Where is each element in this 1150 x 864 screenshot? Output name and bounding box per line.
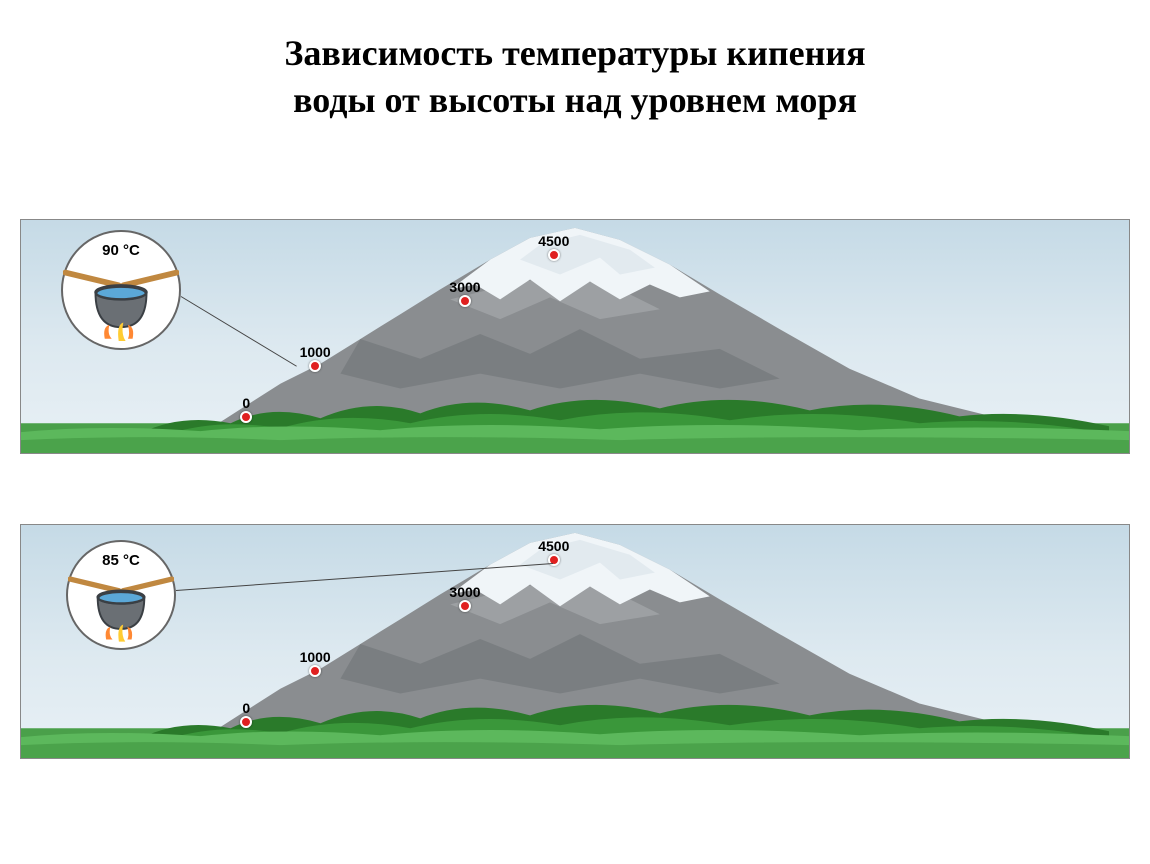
- altitude-label: 1000: [300, 649, 331, 665]
- altitude-label: 4500: [538, 538, 569, 554]
- altitude-marker: [240, 411, 252, 423]
- title-line-2: воды от высоты над уровнем моря: [0, 77, 1150, 124]
- altitude-label: 3000: [449, 279, 480, 295]
- title-line-1: Зависимость температуры кипения: [0, 30, 1150, 77]
- altitude-label: 1000: [300, 344, 331, 360]
- altitude-marker: [309, 360, 321, 372]
- page-title: Зависимость температуры кипения воды от …: [0, 0, 1150, 124]
- altitude-label: 4500: [538, 233, 569, 249]
- callout-temperature: 85 °C: [68, 552, 174, 569]
- altitude-label: 0: [242, 395, 250, 411]
- altitude-marker: [459, 600, 471, 612]
- altitude-marker: [309, 665, 321, 677]
- mountain-illustration: [21, 220, 1129, 453]
- temperature-callout: 85 °C: [66, 540, 176, 650]
- altitude-marker: [240, 716, 252, 728]
- altitude-label: 0: [242, 700, 250, 716]
- diagram-panel-bottom: 0 1000 3000 4500 85 °C: [20, 524, 1130, 759]
- temperature-callout: 90 °C: [61, 230, 181, 350]
- mountain-illustration: [21, 525, 1129, 758]
- callout-temperature: 90 °C: [63, 242, 179, 259]
- diagram-panel-top: 0 1000 3000 4500 90 °C: [20, 219, 1130, 454]
- altitude-marker: [548, 249, 560, 261]
- altitude-label: 3000: [449, 584, 480, 600]
- altitude-marker: [459, 295, 471, 307]
- altitude-marker: [548, 554, 560, 566]
